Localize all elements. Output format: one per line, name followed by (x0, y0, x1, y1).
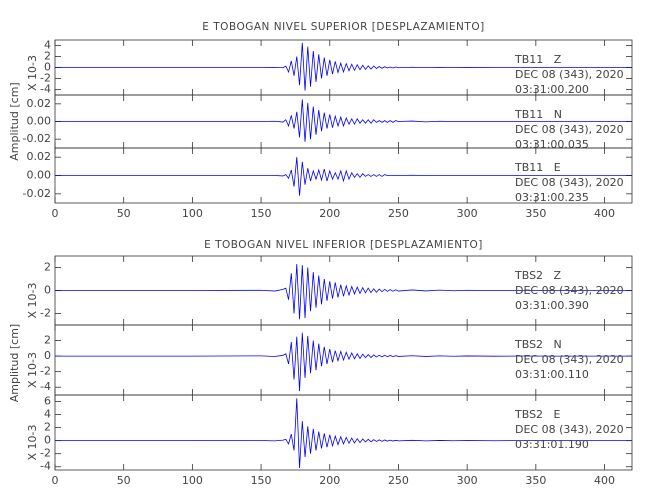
trace-annotation: 03:31:00.200 (515, 83, 589, 96)
x-tick-label: 50 (117, 474, 131, 487)
y-tick-label: -0.02 (23, 187, 51, 200)
y-tick-label: 2 (44, 334, 51, 347)
x-tick-label: 300 (457, 207, 478, 220)
y-tick-label: 4 (44, 408, 51, 421)
waveform (55, 157, 632, 196)
x-tick-label: 400 (594, 207, 615, 220)
scale-label: X 10-3 (26, 55, 39, 91)
y-tick-label: 0 (44, 284, 51, 297)
trace-annotation: 03:31:00.110 (515, 368, 589, 381)
waveform (55, 332, 632, 392)
x-tick-label: 50 (117, 207, 131, 220)
trace-annotation: DEC 08 (343), 2020 (515, 176, 624, 189)
x-tick-label: 0 (52, 474, 59, 487)
x-tick-label: 250 (388, 474, 409, 487)
trace-annotation: TBS2 N (514, 338, 562, 351)
x-tick-label: 350 (525, 207, 546, 220)
y-tick-label: 0.02 (27, 150, 52, 163)
y-tick-label: -4 (40, 380, 51, 393)
trace-annotation: 03:31:00.235 (515, 191, 589, 204)
x-tick-label: 200 (319, 474, 340, 487)
y-tick-label: 0.02 (27, 97, 52, 110)
y-tick-label: 4 (44, 39, 51, 52)
y-tick-label: -2 (40, 365, 51, 378)
scale-label: X 10-3 (26, 283, 39, 319)
x-tick-label: 300 (457, 474, 478, 487)
x-tick-label: 250 (388, 207, 409, 220)
y-tick-label: 2 (44, 50, 51, 63)
trace-annotation: DEC 08 (343), 2020 (515, 123, 624, 136)
trace-annotation: TBS2 E (514, 408, 561, 421)
waveform (55, 264, 632, 320)
y-tick-label: 0 (44, 349, 51, 362)
x-tick-label: 100 (182, 474, 203, 487)
y-tick-label: -4 (40, 460, 51, 473)
trace-annotation: TB11 E (514, 161, 561, 174)
waveform (55, 398, 632, 469)
y-tick-label: -4 (40, 83, 51, 96)
trace-annotation: DEC 08 (343), 2020 (515, 353, 624, 366)
trace-annotation: TB11 Z (514, 53, 562, 66)
y-tick-label: -2 (40, 447, 51, 460)
waveform (55, 99, 632, 142)
y-axis-label: Amplitud [cm] (8, 82, 21, 160)
subplot-frame (54, 394, 633, 471)
trace-annotation: DEC 08 (343), 2020 (515, 284, 624, 297)
y-tick-label: 0.00 (27, 115, 52, 128)
y-axis-label: Amplitud [cm] (8, 324, 21, 402)
trace-annotation: TBS2 Z (514, 269, 562, 282)
y-tick-label: 0 (44, 434, 51, 447)
x-tick-label: 150 (251, 474, 272, 487)
x-tick-label: 0 (52, 207, 59, 220)
trace-annotation: DEC 08 (343), 2020 (515, 423, 624, 436)
x-tick-label: 200 (319, 207, 340, 220)
trace-annotation: 03:31:01.190 (515, 438, 589, 451)
x-tick-label: 100 (182, 207, 203, 220)
x-tick-label: 350 (525, 474, 546, 487)
x-tick-label: 400 (594, 474, 615, 487)
scale-label: X 10-3 (26, 425, 39, 461)
waveform (55, 42, 632, 91)
y-tick-label: -2 (40, 307, 51, 320)
y-tick-label: 6 (44, 395, 51, 408)
y-tick-label: -0.02 (23, 132, 51, 145)
trace-annotation: 03:31:00.390 (515, 299, 589, 312)
y-tick-label: 2 (44, 421, 51, 434)
chart-title: E TOBOGAN NIVEL SUPERIOR [DESPLAZAMIENTO… (202, 21, 484, 33)
trace-annotation: 03:31:00.035 (515, 138, 589, 151)
y-tick-label: -2 (40, 72, 51, 85)
y-tick-label: 0.00 (27, 169, 52, 182)
y-tick-label: 0 (44, 61, 51, 74)
x-tick-label: 150 (251, 207, 272, 220)
trace-annotation: TB11 N (514, 108, 562, 121)
trace-annotation: DEC 08 (343), 2020 (515, 68, 624, 81)
scale-label: X 10-3 (26, 352, 39, 388)
y-tick-label: 2 (44, 261, 51, 274)
chart-title: E TOBOGAN NIVEL INFERIOR [DESPLAZAMIENTO… (204, 239, 483, 251)
